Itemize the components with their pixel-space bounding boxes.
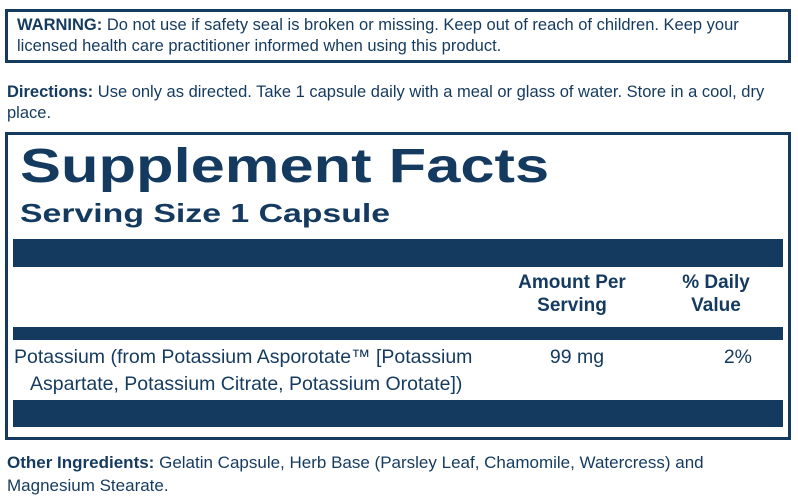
other-ingredients-body: Gelatin Capsule, Herb Base (Parsley Leaf…	[7, 453, 704, 495]
warning-label: WARNING:	[17, 16, 103, 34]
nutrient-amount-value: 99 mg	[549, 346, 605, 368]
nutrient-name-line1: Potassium (from Potassium Asporotate™ [P…	[14, 346, 473, 368]
divider-bar-top	[13, 239, 783, 267]
nutrient-name-line2: Aspartate, Potassium Citrate, Potassium …	[30, 373, 463, 395]
supplement-facts-title: Supplement Facts	[20, 140, 550, 193]
directions-label: Directions:	[7, 83, 94, 101]
nutrient-daily-value: 2%	[723, 346, 752, 368]
other-ingredients-text: Other Ingredients: Gelatin Capsule, Herb…	[7, 451, 792, 497]
serving-size: Serving Size 1 Capsule	[20, 198, 391, 228]
directions-body: Use only as directed. Take 1 capsule dai…	[7, 83, 765, 122]
directions-text: Directions: Use only as directed. Take 1…	[7, 82, 789, 124]
nutrient-name-potassium: Potassium (from Potassium Asporotate™ [P…	[14, 344, 494, 398]
supplement-facts-panel: Supplement Facts Serving Size 1 Capsule …	[5, 132, 791, 440]
divider-bar-bottom	[13, 400, 783, 427]
column-header-percent-daily-value: % Daily Value	[682, 272, 750, 316]
other-ingredients-label: Other Ingredients:	[7, 453, 155, 472]
column-header-amount-per-serving: Amount Per Serving	[518, 272, 626, 316]
warning-box: WARNING: Do not use if safety seal is br…	[5, 9, 791, 63]
warning-text: WARNING: Do not use if safety seal is br…	[17, 15, 778, 57]
divider-bar-middle	[13, 327, 783, 340]
warning-body: Do not use if safety seal is broken or m…	[17, 16, 739, 55]
